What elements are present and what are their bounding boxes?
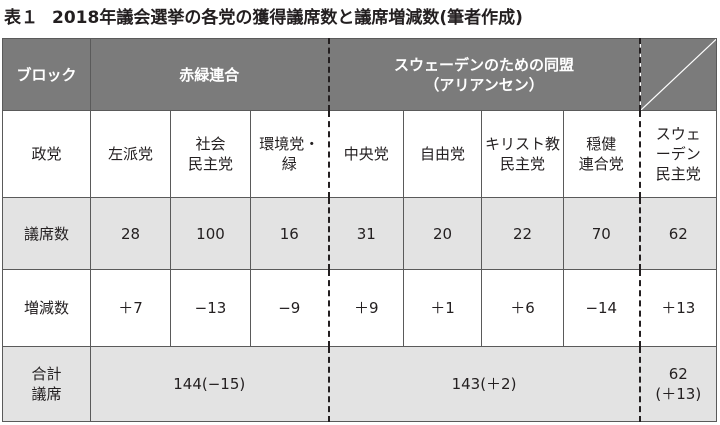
party-name: キリスト教 民主党 (481, 110, 565, 198)
header-row: ブロック 赤緑連合 スウェーデンのための同盟 （アリアンセン） (2, 38, 718, 111)
sweden-democrats-total: 62 (＋13) (639, 346, 718, 422)
red-green-total: 144(−15) (89, 346, 330, 422)
party-name: 中央党 (328, 110, 405, 198)
total-row: 合計 議席 144(−15) 143(＋2) 62 (＋13) (2, 346, 718, 422)
seat-count: 100 (170, 197, 251, 270)
seat-count: 16 (249, 197, 330, 270)
diagonal-line (641, 39, 717, 110)
seats-row: 議席数 28 100 16 31 20 22 70 62 (2, 197, 718, 270)
total-label: 合計 議席 (2, 346, 91, 422)
election-results-table: ブロック 赤緑連合 スウェーデンのための同盟 （アリアンセン） 政党 左派党 社… (2, 38, 718, 422)
seat-change: ＋13 (639, 269, 718, 347)
change-label: 増減数 (2, 269, 91, 347)
seats-label: 議席数 (2, 197, 91, 270)
seat-change: −14 (563, 269, 641, 347)
seat-change: ＋1 (403, 269, 483, 347)
change-row: 増減数 ＋7 −13 −9 ＋9 ＋1 ＋6 −14 ＋13 (2, 269, 718, 347)
seat-change: −13 (170, 269, 251, 347)
party-name: スウェ ーデン 民主党 (639, 110, 718, 198)
party-name: 社会 民主党 (170, 110, 251, 198)
seat-count: 28 (90, 197, 171, 270)
block-label: ブロック (2, 38, 91, 111)
seat-change: ＋7 (90, 269, 171, 347)
party-name: 左派党 (90, 110, 171, 198)
seat-count: 20 (403, 197, 483, 270)
caption-number: 表１ (4, 8, 38, 28)
seat-change: ＋6 (481, 269, 565, 347)
party-label: 政党 (2, 110, 91, 198)
party-name: 自由党 (403, 110, 483, 198)
alliance-total: 143(＋2) (328, 346, 641, 422)
seat-count: 62 (639, 197, 718, 270)
party-name: 穏健 連合党 (563, 110, 641, 198)
seat-count: 22 (481, 197, 565, 270)
seat-count: 70 (563, 197, 641, 270)
seat-count: 31 (328, 197, 405, 270)
party-row: 政党 左派党 社会 民主党 環境党・ 緑 中央党 自由党 キリスト教 民主党 穏… (2, 110, 718, 198)
party-name: 環境党・ 緑 (249, 110, 330, 198)
red-green-coalition-header: 赤緑連合 (89, 38, 330, 111)
alliance-header: スウェーデンのための同盟 （アリアンセン） (328, 38, 641, 111)
caption-title: 2018年議会選挙の各党の獲得議席数と議席増減数(筆者作成) (52, 8, 523, 28)
seat-change: −9 (249, 269, 330, 347)
seat-change: ＋9 (328, 269, 405, 347)
table-caption: 表１ 2018年議会選挙の各党の獲得議席数と議席増減数(筆者作成) (4, 4, 716, 32)
empty-diagonal-cell (639, 38, 718, 111)
